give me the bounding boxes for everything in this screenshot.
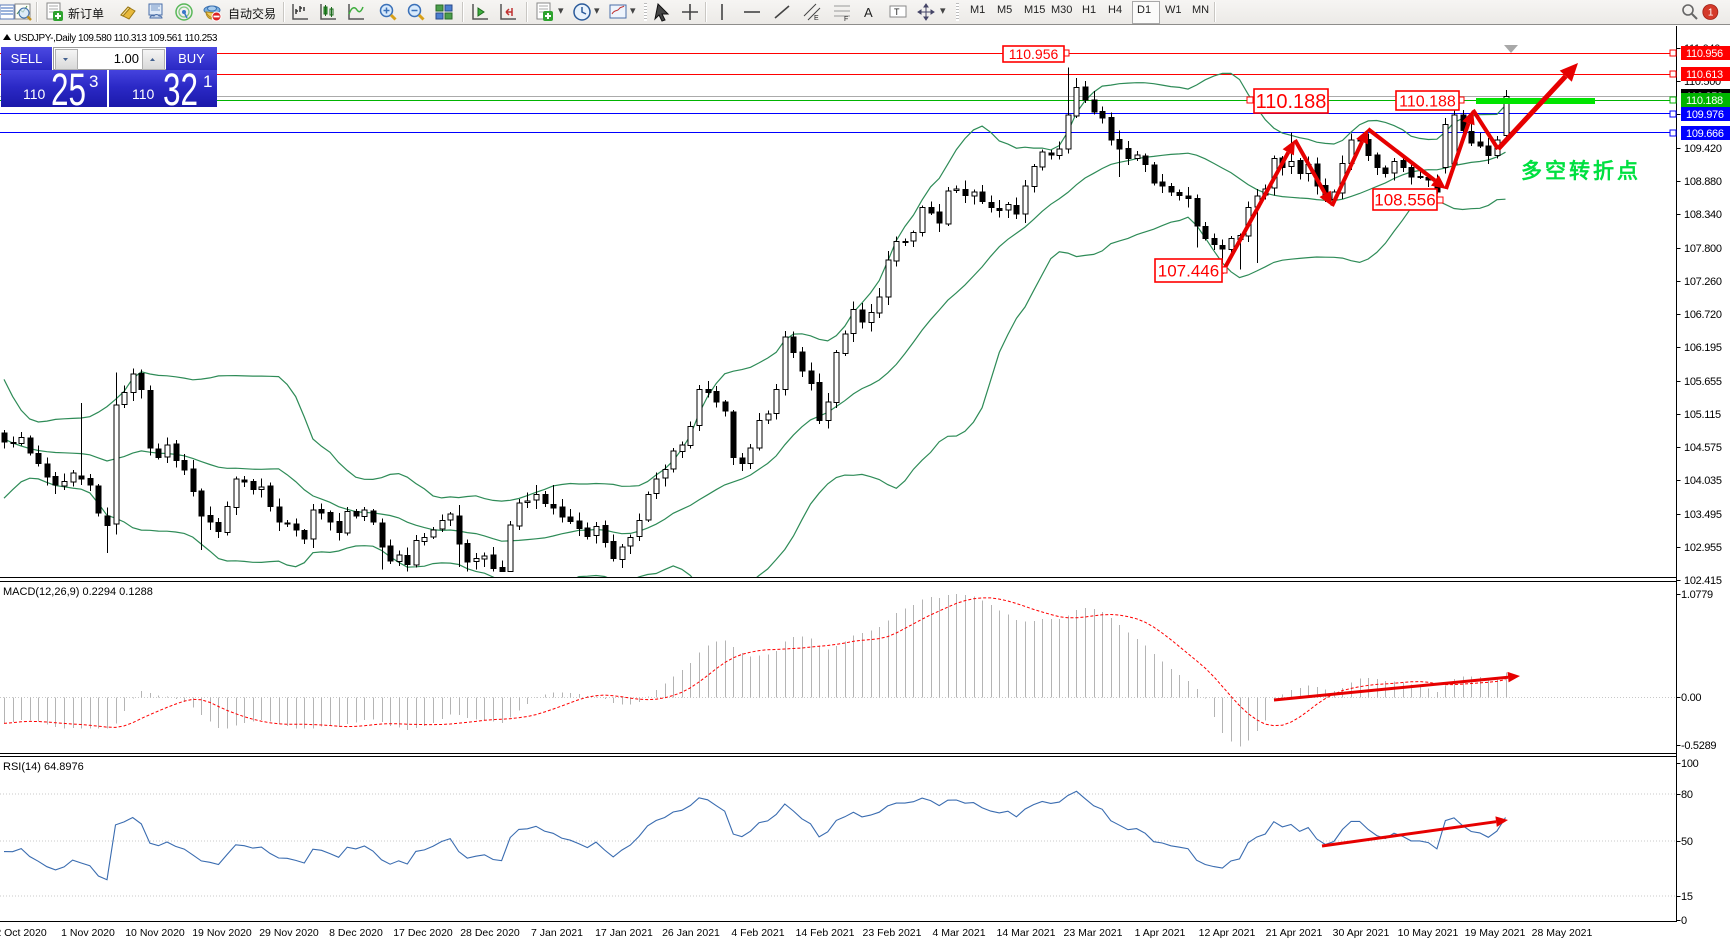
svg-text:110.613: 110.613	[1686, 69, 1723, 81]
svg-text:104.575: 104.575	[1684, 442, 1722, 454]
svg-text:110.188: 110.188	[1686, 95, 1723, 107]
svg-text:-0.5289: -0.5289	[1681, 740, 1716, 752]
svg-text:28 May 2021: 28 May 2021	[1532, 927, 1593, 939]
svg-text:10 May 2021: 10 May 2021	[1398, 927, 1459, 939]
svg-text:50: 50	[1681, 836, 1693, 848]
svg-text:1: 1	[1708, 7, 1714, 18]
svg-text:26 Jan 2021: 26 Jan 2021	[662, 927, 720, 939]
svg-text:106.195: 106.195	[1684, 342, 1722, 354]
svg-text:30 Apr 2021: 30 Apr 2021	[1333, 927, 1390, 939]
svg-text:108.556: 108.556	[1374, 191, 1435, 210]
svg-text:USDJPY-,Daily 109.580 110.313: USDJPY-,Daily 109.580 110.313 109.561 11…	[14, 33, 218, 44]
svg-text:108.880: 108.880	[1684, 176, 1722, 188]
svg-text:107.446: 107.446	[1158, 262, 1219, 281]
svg-text:80: 80	[1681, 789, 1693, 801]
svg-text:102.415: 102.415	[1684, 575, 1722, 587]
svg-text:110.956: 110.956	[1009, 46, 1059, 62]
svg-text:4 Feb 2021: 4 Feb 2021	[731, 927, 784, 939]
svg-text:105.655: 105.655	[1684, 376, 1722, 388]
svg-text:7 Jan 2021: 7 Jan 2021	[531, 927, 583, 939]
svg-text:109.420: 109.420	[1684, 143, 1722, 155]
svg-text:23 Feb 2021: 23 Feb 2021	[863, 927, 922, 939]
svg-text:RSI(14) 64.8976: RSI(14) 64.8976	[3, 761, 84, 773]
svg-text:A: A	[864, 5, 873, 20]
svg-text:107.260: 107.260	[1684, 276, 1722, 288]
svg-text:110.188: 110.188	[1399, 93, 1456, 110]
svg-text:10 Nov 2020: 10 Nov 2020	[125, 927, 185, 939]
svg-text:21 Apr 2021: 21 Apr 2021	[1266, 927, 1323, 939]
svg-text:110.188: 110.188	[1256, 91, 1327, 113]
svg-text:100: 100	[1681, 758, 1699, 770]
svg-text:MACD(12,26,9) 0.2294 0.1288: MACD(12,26,9) 0.2294 0.1288	[3, 586, 153, 598]
svg-text:29 Nov 2020: 29 Nov 2020	[259, 927, 319, 939]
svg-text:110.956: 110.956	[1686, 48, 1723, 60]
svg-text:109.666: 109.666	[1686, 128, 1724, 140]
svg-text:17 Dec 2020: 17 Dec 2020	[393, 927, 453, 939]
svg-text:107.800: 107.800	[1684, 243, 1722, 255]
svg-text:4 Mar 2021: 4 Mar 2021	[932, 927, 985, 939]
svg-text:23 Mar 2021: 23 Mar 2021	[1064, 927, 1123, 939]
svg-text:28 Dec 2020: 28 Dec 2020	[460, 927, 520, 939]
svg-text:19 May 2021: 19 May 2021	[1465, 927, 1526, 939]
svg-text:105.115: 105.115	[1684, 409, 1721, 421]
svg-text:17 Jan 2021: 17 Jan 2021	[595, 927, 653, 939]
svg-text:8 Dec 2020: 8 Dec 2020	[329, 927, 383, 939]
svg-text:102.955: 102.955	[1684, 542, 1722, 554]
svg-text:F: F	[844, 16, 848, 22]
svg-text:T: T	[894, 7, 900, 17]
svg-text:2 Oct 2020: 2 Oct 2020	[0, 927, 47, 939]
svg-text:0: 0	[1681, 915, 1687, 927]
svg-text:0.00: 0.00	[1681, 692, 1701, 704]
svg-text:19 Nov 2020: 19 Nov 2020	[192, 927, 252, 939]
svg-text:1 Apr 2021: 1 Apr 2021	[1135, 927, 1186, 939]
svg-text:109.976: 109.976	[1686, 109, 1724, 121]
svg-text:14 Mar 2021: 14 Mar 2021	[997, 927, 1056, 939]
svg-text:多空转折点: 多空转折点	[1521, 159, 1641, 183]
svg-text:12 Apr 2021: 12 Apr 2021	[1199, 927, 1256, 939]
svg-text:1.0779: 1.0779	[1681, 589, 1713, 601]
svg-text:106.720: 106.720	[1684, 309, 1722, 321]
svg-text:104.035: 104.035	[1684, 475, 1722, 487]
svg-text:103.495: 103.495	[1684, 509, 1722, 521]
svg-text:14 Feb 2021: 14 Feb 2021	[796, 927, 855, 939]
svg-text:15: 15	[1681, 891, 1693, 903]
svg-text:1 Nov 2020: 1 Nov 2020	[61, 927, 115, 939]
svg-text:108.340: 108.340	[1684, 209, 1722, 221]
svg-text:E: E	[814, 15, 819, 22]
